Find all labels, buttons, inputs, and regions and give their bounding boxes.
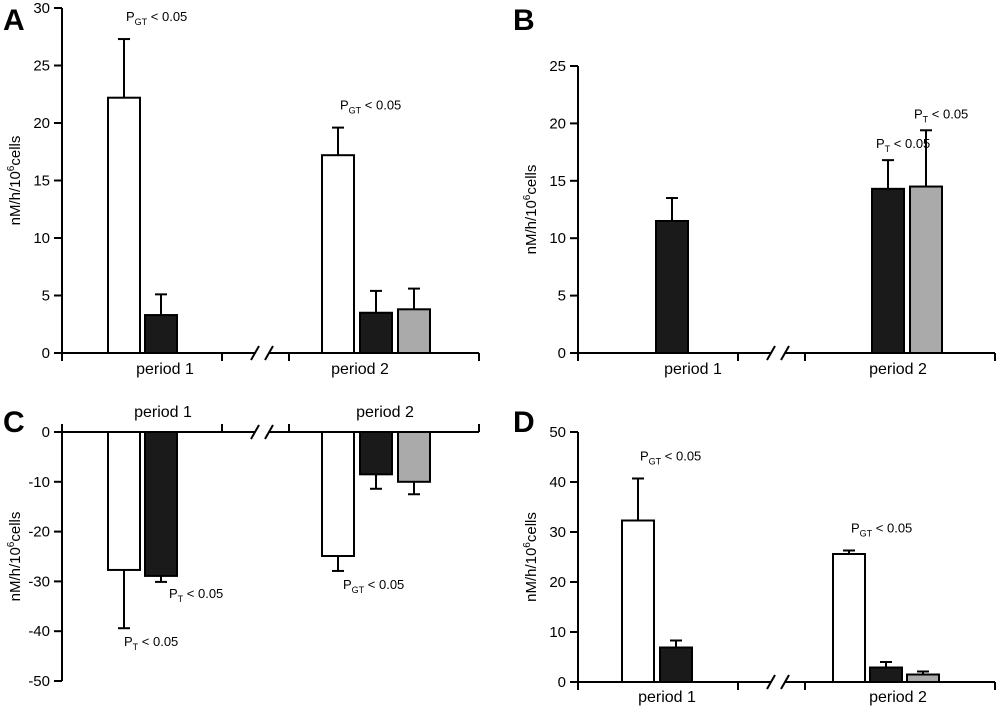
y-tick-label: 5 bbox=[558, 288, 566, 305]
y-tick-label: 10 bbox=[549, 624, 566, 641]
y-axis-label: nM/h/106cells bbox=[522, 165, 540, 255]
y-tick-label: 15 bbox=[549, 173, 566, 190]
significance-annotation: PGT < 0.05 bbox=[343, 577, 404, 595]
y-axis-label: nM/h/106cells bbox=[522, 512, 540, 602]
y-tick-label: 10 bbox=[33, 230, 50, 247]
axis-break-mark bbox=[264, 424, 274, 440]
y-tick-label: 30 bbox=[33, 0, 50, 17]
bar bbox=[144, 431, 178, 577]
category-label: period 2 bbox=[331, 361, 389, 378]
bar bbox=[655, 219, 689, 354]
category-label: period 2 bbox=[869, 689, 927, 706]
y-axis-label: nM/h/106cells bbox=[6, 136, 24, 226]
category-label: period 1 bbox=[136, 361, 194, 378]
y-tick-label: 30 bbox=[549, 524, 566, 541]
chart-panel-b: B 0 5 10 15 20 25 nM/h/106cells period 1 period 2… bbox=[513, 4, 996, 378]
category-label: period 2 bbox=[869, 361, 927, 378]
panel-letter: B bbox=[513, 4, 535, 37]
y-tick-label: 25 bbox=[549, 58, 566, 75]
y-tick-label: -10 bbox=[28, 474, 50, 491]
y-tick-label: 0 bbox=[558, 345, 566, 362]
axis-break-mark bbox=[264, 345, 274, 361]
bar bbox=[107, 431, 141, 571]
bar bbox=[397, 431, 431, 483]
significance-annotation: PT < 0.05 bbox=[914, 106, 968, 124]
axis-break-mark bbox=[780, 345, 790, 361]
category-label: period 2 bbox=[356, 404, 414, 421]
y-tick-label: 20 bbox=[549, 574, 566, 591]
y-tick-label: 10 bbox=[549, 230, 566, 247]
y-tick-label: 20 bbox=[549, 115, 566, 132]
significance-annotation: PT < 0.05 bbox=[169, 586, 223, 604]
chart-panel-d: D 0 10 20 30 40 50 nM/h/106cells period 1 period … bbox=[513, 406, 996, 706]
category-label: period 1 bbox=[134, 404, 192, 421]
category-label: period 1 bbox=[638, 689, 696, 706]
y-tick-label: -50 bbox=[28, 673, 50, 690]
panel-letter: C bbox=[3, 406, 25, 439]
y-tick-label: 15 bbox=[33, 173, 50, 190]
panel-letter: A bbox=[3, 4, 25, 37]
bar bbox=[871, 187, 905, 354]
y-tick-label: 20 bbox=[33, 115, 50, 132]
bar bbox=[107, 96, 141, 354]
y-tick-label: 0 bbox=[558, 674, 566, 691]
significance-annotation: PGT < 0.05 bbox=[640, 449, 701, 467]
y-tick-label: 0 bbox=[42, 345, 50, 362]
y-tick-label: 0 bbox=[42, 424, 50, 441]
y-tick-label: -30 bbox=[28, 573, 50, 590]
bar bbox=[359, 311, 393, 354]
bar bbox=[321, 154, 355, 354]
bar bbox=[832, 553, 866, 683]
bar bbox=[397, 308, 431, 354]
y-tick-label: 25 bbox=[33, 58, 50, 75]
y-axis-label: nM/h/106cells bbox=[6, 512, 24, 602]
y-tick-label: -20 bbox=[28, 524, 50, 541]
y-tick-label: 50 bbox=[549, 424, 566, 441]
y-tick-label: 5 bbox=[42, 288, 50, 305]
bar bbox=[359, 431, 393, 476]
axis-break-mark bbox=[250, 424, 260, 440]
significance-annotation: PGT < 0.05 bbox=[126, 9, 187, 27]
y-tick-label: -40 bbox=[28, 623, 50, 640]
axis-break-mark bbox=[780, 674, 790, 690]
bar bbox=[659, 646, 693, 683]
bar bbox=[909, 185, 943, 354]
axis-break-mark bbox=[766, 674, 776, 690]
bar bbox=[321, 431, 355, 558]
category-label: period 1 bbox=[664, 361, 722, 378]
chart-panel-a: A 0 5 10 15 20 25 30 nM/h/106cells period 1 period… bbox=[3, 0, 480, 378]
significance-annotation: PT < 0.05 bbox=[124, 634, 178, 652]
bar bbox=[144, 314, 178, 354]
y-tick-label: 40 bbox=[549, 474, 566, 491]
panel-letter: D bbox=[513, 406, 535, 439]
significance-annotation: PGT < 0.05 bbox=[851, 521, 912, 539]
bar bbox=[906, 673, 940, 683]
bar bbox=[869, 666, 903, 683]
chart-panel-c: C 0 -10 -20 -30 -40 -50 nM/h/106cells period 1 pe… bbox=[3, 404, 480, 690]
significance-annotation: PGT < 0.05 bbox=[340, 98, 401, 116]
significance-annotation: PT < 0.05 bbox=[876, 136, 930, 154]
bar bbox=[621, 519, 655, 683]
axis-break-mark bbox=[766, 345, 776, 361]
axis-break-mark bbox=[250, 345, 260, 361]
